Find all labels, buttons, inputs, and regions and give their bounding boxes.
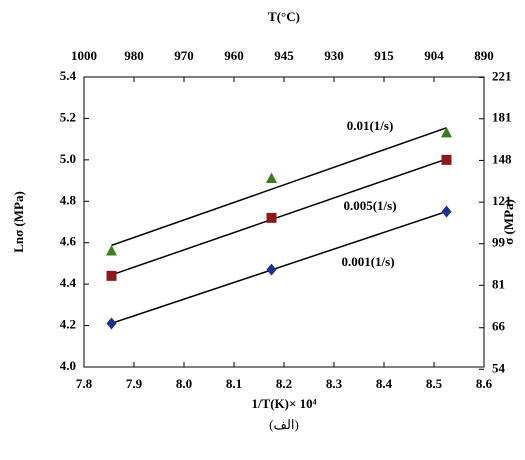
marker	[106, 245, 117, 256]
x-tick-label: 8.2	[276, 376, 292, 391]
x2-tick-label: 970	[174, 48, 194, 63]
x-tick-label: 7.8	[76, 376, 93, 391]
marker	[106, 317, 117, 330]
marker	[266, 263, 277, 276]
marker	[441, 205, 452, 218]
x-tick-label: 8.1	[226, 376, 242, 391]
y-tick-label: 4.0	[60, 358, 76, 373]
y2-tick-label: 181	[492, 110, 512, 125]
y-tick-label: 4.4	[60, 275, 77, 290]
x-tick-label: 8.0	[176, 376, 192, 391]
y2-tick-label: 121	[492, 193, 512, 208]
y-tick-label: 5.4	[60, 68, 77, 83]
series-label: 0.005(1/s)	[343, 198, 396, 213]
y-axis-label: Lnσ (MPa)	[11, 191, 26, 253]
marker	[266, 212, 277, 223]
plot-frame	[83, 76, 485, 368]
x-tick-label: 8.6	[476, 376, 493, 391]
y2-tick-label: 54	[492, 360, 506, 375]
trend-line	[111, 158, 447, 276]
x-tick-label: 8.4	[376, 376, 393, 391]
y2-tick-label: 66	[492, 319, 506, 334]
y2-tick-label: 148	[492, 151, 512, 166]
x-tick-label: 8.3	[326, 376, 343, 391]
marker	[106, 270, 117, 281]
x-tick-label: 8.5	[426, 376, 443, 391]
x2-axis-label: T(°C)	[268, 9, 300, 24]
x2-tick-label: 904	[424, 48, 444, 63]
x2-tick-label: 915	[374, 48, 394, 63]
x2-tick-label: 930	[324, 48, 344, 63]
y-tick-label: 5.2	[60, 109, 76, 124]
y-tick-label: 4.2	[60, 317, 76, 332]
marker	[266, 172, 277, 183]
x-tick-label: 7.9	[126, 376, 143, 391]
y2-axis-label: σ (MPa)	[501, 199, 516, 245]
x2-tick-label: 890	[474, 48, 494, 63]
y2-tick-label: 221	[492, 68, 512, 83]
x2-tick-label: 945	[274, 48, 294, 63]
x-axis-label: 1/T(K)× 10⁴	[251, 396, 316, 411]
series-label: 0.01(1/s)	[347, 118, 394, 133]
x2-tick-label: 980	[124, 48, 144, 63]
y-tick-label: 4.6	[60, 234, 77, 249]
caption: (الف)	[269, 417, 299, 432]
trend-line	[111, 127, 447, 247]
marker	[441, 154, 452, 165]
trend-line	[111, 210, 447, 325]
series-label: 0.001(1/s)	[341, 254, 394, 269]
y-tick-label: 4.8	[60, 192, 77, 207]
y-tick-label: 5.0	[60, 151, 76, 166]
x2-tick-label: 960	[224, 48, 244, 63]
marker	[441, 126, 452, 138]
y2-tick-label: 81	[492, 276, 505, 291]
y2-tick-label: 99	[492, 235, 506, 250]
x2-tick-label: 1000	[71, 48, 97, 63]
